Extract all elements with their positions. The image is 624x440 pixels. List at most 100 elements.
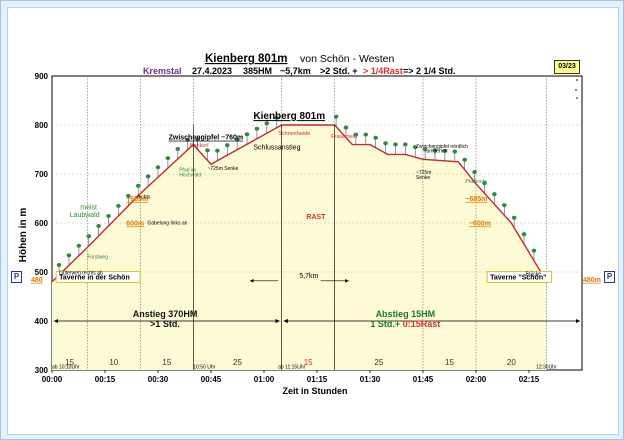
- annotation-small: rechts: [137, 195, 151, 201]
- x-tick-label: 01:30: [360, 375, 381, 384]
- annotation-green: Laubwald: [70, 212, 100, 219]
- tree-crown: [274, 115, 280, 120]
- tree-crown: [531, 248, 537, 253]
- tree-crown: [482, 181, 487, 186]
- y-tick-label: 500: [35, 268, 49, 277]
- x-tick-label: 02:00: [466, 375, 487, 384]
- tree-crown: [353, 132, 359, 137]
- subtitle-total: => 2 1/4 Std.: [403, 66, 456, 76]
- tree-crown: [432, 148, 438, 153]
- tree-crown: [403, 142, 408, 147]
- marker-dot: [576, 97, 578, 99]
- segment-duration-label: 15: [65, 358, 74, 367]
- y-tick-label: 600: [35, 219, 49, 228]
- x-tick-label: 00:45: [201, 375, 222, 384]
- annotation-rast: RAST: [306, 214, 326, 221]
- annotation-bold: Zwischengipfel ~760m: [169, 135, 244, 142]
- subtitle-region: Kremstal: [143, 66, 182, 76]
- chart-title: Kienberg 801m: [205, 53, 287, 65]
- annotation-small: Güterweg rechts ab: [59, 270, 103, 276]
- x-tick-label: 01:00: [254, 375, 275, 384]
- annotation-small: ~725m: [416, 170, 431, 176]
- tree-crown: [205, 148, 210, 153]
- tree-crown: [126, 193, 131, 198]
- tree-crown: [165, 156, 171, 161]
- annotation-small: ab 11:15Uhr: [278, 365, 305, 371]
- annotation-small: ~725m Senke: [207, 166, 238, 172]
- profile-area-fill: [52, 125, 547, 370]
- tree-crown: [521, 232, 527, 237]
- anstieg-time: >1 Std.: [150, 319, 180, 329]
- segment-duration-label: 25: [233, 358, 242, 367]
- annotation-plain: 5,7km: [299, 273, 318, 280]
- y-tick-label: 800: [35, 121, 49, 130]
- tree-crown: [442, 148, 448, 153]
- tree-crown: [215, 148, 220, 153]
- x-tick-label: 02:15: [519, 375, 540, 384]
- annotation-orange: 480: [31, 277, 43, 284]
- annotation-small: Senke: [416, 175, 430, 181]
- annotation-red: Bankerl: [190, 143, 209, 149]
- chart-title-rest: von Schön - Westen: [300, 53, 395, 65]
- tree-crown: [224, 143, 230, 148]
- tree-crown: [86, 234, 92, 239]
- profile-line: [51, 124, 548, 283]
- annotation-small: Gabelung links an: [147, 220, 187, 226]
- tree-crown: [234, 137, 240, 142]
- tree-crown: [185, 137, 190, 142]
- annotation-orange: ~685m: [126, 196, 148, 203]
- tree-crown: [244, 132, 250, 137]
- annotation-small: ab 10:10Uhr: [52, 365, 80, 371]
- annotation-orange: 600m: [126, 220, 144, 227]
- annotation-orange: 480m: [583, 277, 601, 284]
- y-axis-label: Höhen in m: [18, 208, 29, 263]
- tree-crown: [492, 192, 497, 197]
- segment-duration-label: 10: [109, 358, 118, 367]
- tree-crown: [116, 203, 121, 208]
- x-tick-label: 01:15: [307, 375, 328, 384]
- anstieg-title: Anstieg 370HM: [133, 309, 198, 319]
- tree-crown: [452, 149, 458, 154]
- annotation-green: meist: [80, 204, 97, 211]
- y-tick-label: 900: [35, 72, 49, 81]
- tree-crown: [373, 135, 378, 140]
- x-tick-label: 00:15: [95, 375, 116, 384]
- segment-duration-label: 20: [507, 358, 516, 367]
- tree-crown: [96, 224, 101, 229]
- abstieg-time: 1 Std.+ 0:15Rast: [370, 319, 440, 329]
- tree-crown: [412, 145, 418, 150]
- annotation-orange: ~600m: [469, 220, 491, 227]
- marker-dot: [576, 79, 578, 81]
- tree-crown: [175, 146, 181, 151]
- annotation-red: Schneeheide: [278, 131, 310, 137]
- annotation-bigbold: Kienberg 801m: [253, 111, 325, 122]
- tree-crown: [501, 203, 507, 208]
- x-tick-label: 00:30: [148, 375, 169, 384]
- annotation-small: Brücke: [525, 271, 541, 277]
- annotation-small: 12:30Uhr: [536, 365, 557, 371]
- tree-crown: [393, 142, 398, 147]
- parking-icon-left: P: [11, 271, 22, 283]
- tour-number-badge: 03/23: [554, 60, 580, 74]
- subtitle-date: 27.4.2023: [192, 66, 232, 76]
- y-tick-label: 700: [35, 170, 49, 179]
- tree-crown: [155, 165, 161, 170]
- annotation-box-frame: [55, 270, 141, 283]
- annotation-greensmall: Pfad im: [179, 168, 196, 174]
- annotation-plain: Schlussanstieg: [253, 145, 300, 152]
- tree-crown: [135, 183, 141, 188]
- tree-crown: [56, 262, 62, 267]
- x-tick-label: 01:45: [413, 375, 434, 384]
- tree-crown: [195, 137, 200, 142]
- subtitle-hm: 385HM: [243, 66, 272, 76]
- tree-crown: [106, 213, 111, 218]
- annotation-small: 10:50 Uhr: [193, 365, 215, 371]
- tree-crown: [472, 170, 477, 175]
- abstieg-title: Abstieg 15HM: [376, 309, 436, 319]
- tree-crown: [511, 215, 517, 220]
- annotation-greensmall: Hochwald: [179, 172, 201, 178]
- marker-dot: [575, 89, 577, 91]
- y-tick-label: 400: [35, 317, 49, 326]
- annotation-greensmall: Forstweg: [87, 254, 108, 260]
